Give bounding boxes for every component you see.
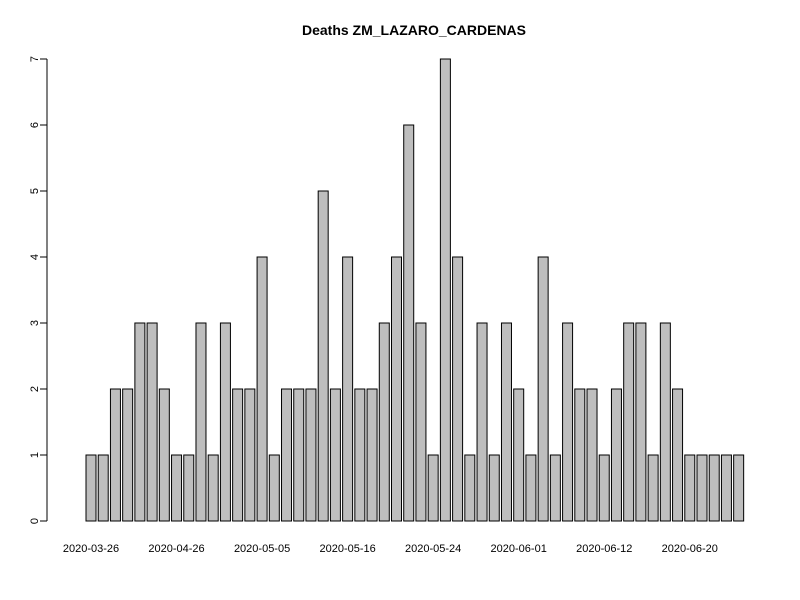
chart-title: Deaths ZM_LAZARO_CARDENAS — [302, 22, 526, 38]
bar — [464, 454, 476, 522]
bar — [549, 454, 561, 522]
y-tick-label: 6 — [29, 122, 41, 128]
bar — [97, 454, 109, 522]
bar — [659, 322, 671, 522]
bar — [134, 322, 146, 522]
bar — [672, 388, 684, 522]
bar — [623, 322, 635, 522]
bar — [574, 388, 586, 522]
bar — [281, 388, 293, 522]
x-tick-label: 2020-06-01 — [491, 543, 547, 555]
bars-group — [85, 58, 745, 522]
bar — [122, 388, 134, 522]
bar — [146, 322, 158, 522]
bar — [488, 454, 500, 522]
bar — [733, 454, 745, 522]
bar — [256, 256, 268, 522]
bar — [562, 322, 574, 522]
y-tick-label: 7 — [29, 56, 41, 62]
bar — [696, 454, 708, 522]
bar — [647, 454, 659, 522]
bar — [293, 388, 305, 522]
bar — [109, 388, 121, 522]
bar — [317, 190, 329, 522]
bar — [329, 388, 341, 522]
x-tick-label: 2020-06-12 — [576, 543, 632, 555]
bar — [427, 454, 439, 522]
y-axis: 0 1 2 3 4 5 6 7 — [29, 56, 48, 524]
bar — [391, 256, 402, 522]
bar — [171, 454, 183, 522]
y-tick-label: 1 — [29, 452, 41, 458]
bar — [598, 454, 610, 522]
bar — [366, 388, 378, 522]
x-tick-label: 2020-03-26 — [63, 543, 119, 555]
x-tick-label: 2020-05-05 — [234, 543, 290, 555]
bar — [586, 388, 598, 522]
y-tick-label: 4 — [29, 254, 41, 260]
bar — [183, 454, 195, 522]
y-tick-label: 2 — [29, 386, 41, 392]
bar — [525, 454, 537, 522]
y-tick-label: 5 — [29, 188, 41, 194]
bar — [476, 322, 488, 522]
bar — [708, 454, 720, 522]
bar — [268, 454, 280, 522]
bar — [219, 322, 231, 522]
bar — [85, 454, 97, 522]
bar — [500, 322, 512, 522]
bar — [305, 388, 317, 522]
bar — [232, 388, 244, 522]
bar — [635, 322, 647, 522]
bar — [354, 388, 366, 522]
bar — [439, 58, 451, 522]
bar — [513, 388, 525, 522]
bar — [158, 388, 170, 522]
x-tick-label: 2020-05-16 — [319, 543, 375, 555]
bar — [207, 454, 219, 522]
x-tick-label: 2020-04-26 — [148, 543, 204, 555]
bar — [195, 322, 207, 522]
x-tick-label: 2020-06-20 — [662, 543, 718, 555]
x-axis-labels: 2020-03-26 2020-04-26 2020-05-05 2020-05-16… — [63, 543, 718, 555]
bar — [537, 256, 549, 522]
bar — [244, 388, 256, 522]
bar — [403, 124, 415, 522]
bar — [378, 322, 390, 522]
bar — [342, 256, 354, 522]
bar — [684, 454, 696, 522]
x-tick-label: 2020-05-24 — [405, 543, 461, 555]
bar — [452, 256, 464, 522]
bar — [720, 454, 732, 522]
bar — [610, 388, 622, 522]
y-tick-label: 3 — [29, 320, 41, 326]
bar — [415, 322, 427, 522]
y-tick-label: 0 — [29, 518, 41, 524]
